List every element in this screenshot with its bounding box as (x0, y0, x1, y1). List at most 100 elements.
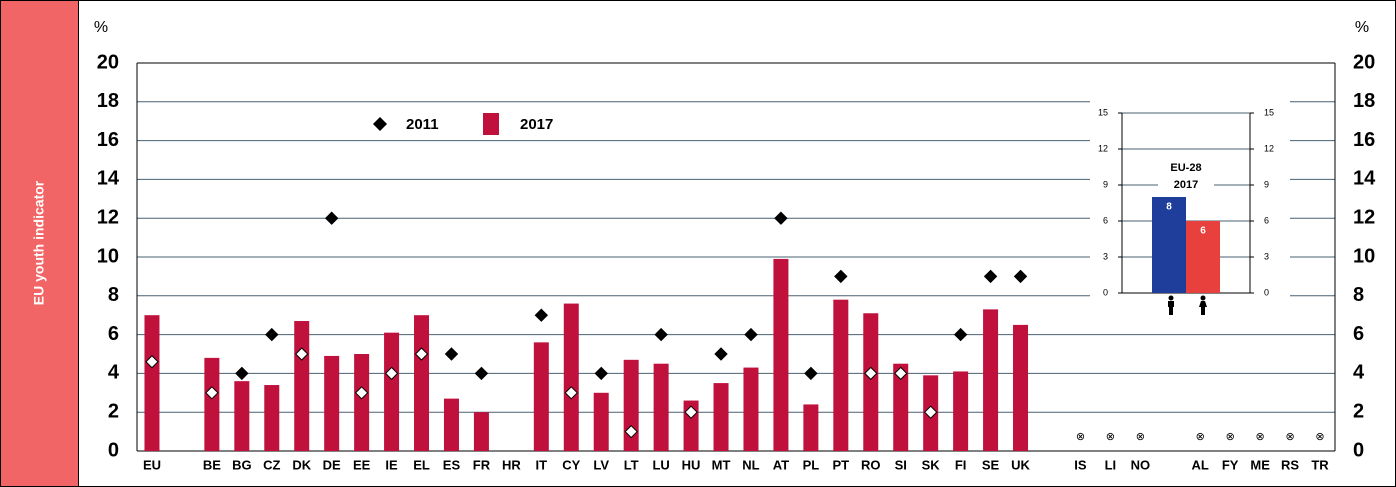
diamond-marker (534, 308, 549, 322)
y2-tick-label: 20 (1353, 51, 1375, 73)
x-tick-label: CY (562, 457, 580, 472)
x-tick-label: EU (143, 457, 161, 472)
missing-marker: ⊗ (1076, 431, 1085, 443)
inset-title: EU-28 (1170, 162, 1201, 174)
x-tick-label: IS (1074, 457, 1087, 472)
bar (443, 398, 459, 451)
diamond-marker (894, 366, 908, 381)
x-tick-label: LU (652, 457, 669, 472)
y-tick-label: 4 (108, 362, 120, 384)
bar (533, 342, 549, 451)
bar (833, 299, 849, 451)
inset-y2-tick-label: 15 (1264, 107, 1274, 117)
y-tick-label: 16 (97, 129, 119, 151)
diamond-marker (444, 347, 459, 361)
bar (773, 258, 789, 451)
diamond-marker (205, 386, 219, 400)
diamond-marker (744, 327, 758, 342)
x-tick-label: DE (323, 457, 341, 472)
x-tick-label: EL (413, 457, 430, 472)
diamond-marker (594, 366, 608, 381)
inset-y2-tick-label: 3 (1264, 251, 1269, 261)
x-tick-label: LT (624, 457, 639, 472)
y2-tick-label: 2 (1353, 400, 1364, 422)
x-tick-label: HU (682, 457, 701, 472)
x-tick-label: RS (1281, 457, 1299, 472)
missing-marker: ⊗ (1136, 431, 1145, 443)
bar (953, 371, 969, 451)
x-tick-label: FI (955, 457, 967, 472)
y-tick-label: 14 (97, 168, 120, 190)
x-tick-label: SI (895, 457, 907, 472)
x-tick-label: CZ (263, 457, 280, 472)
gender-icon (1199, 301, 1207, 307)
legend-marker (373, 117, 387, 131)
y-tick-label: 18 (97, 90, 119, 112)
bar (294, 321, 310, 451)
diamond-marker (295, 347, 309, 361)
bar (234, 381, 250, 451)
diamond-marker (324, 211, 339, 225)
x-tick-label: SE (982, 457, 1000, 472)
bar (473, 412, 489, 451)
diamond-marker (953, 327, 968, 342)
diamond-marker (624, 424, 638, 439)
x-tick-label: EE (353, 457, 371, 472)
x-tick-label: IE (385, 457, 398, 472)
diamond-marker (1013, 269, 1028, 284)
y2-tick-label: 10 (1353, 245, 1375, 267)
y2-tick-label: 0 (1353, 439, 1364, 461)
bar (414, 315, 430, 451)
missing-marker: ⊗ (1285, 431, 1294, 443)
diamond-marker (804, 366, 818, 381)
y-tick-label: 6 (108, 323, 119, 345)
inset-title-bg (1158, 158, 1214, 198)
x-tick-label: TR (1311, 457, 1329, 472)
bar (563, 303, 579, 451)
x-tick-label: BE (203, 457, 221, 472)
y-tick-label: 0 (108, 439, 119, 461)
gender-icon (1201, 307, 1205, 315)
gender-icon (1169, 307, 1173, 315)
missing-marker: ⊗ (1106, 431, 1115, 443)
y2-tick-label: 4 (1353, 362, 1365, 384)
x-tick-label: IT (536, 457, 548, 472)
bar (863, 313, 879, 451)
inset-y2-tick-label: 0 (1264, 287, 1269, 297)
legend-label: 2011 (406, 116, 439, 133)
x-tick-label: MT (712, 457, 731, 472)
y2-tick-label: 18 (1353, 90, 1375, 112)
x-tick-label: ME (1250, 457, 1270, 472)
y2-tick-label: 8 (1353, 284, 1364, 306)
bar (983, 309, 999, 451)
x-tick-label: PL (803, 457, 820, 472)
legend-swatch (483, 113, 499, 135)
inset-y-tick-label: 6 (1103, 215, 1108, 225)
y2-tick-label: 12 (1353, 206, 1375, 228)
x-tick-label: AT (773, 457, 789, 472)
gender-icon (1168, 301, 1174, 307)
x-tick-label: FY (1222, 457, 1239, 472)
gender-icon (1168, 295, 1174, 301)
inset-y-tick-label: 12 (1098, 143, 1108, 153)
diamond-marker (834, 269, 848, 284)
x-tick-label: UK (1011, 457, 1030, 472)
sidebar (0, 0, 79, 487)
y2-tick-label: 16 (1353, 129, 1375, 151)
missing-marker: ⊗ (1196, 431, 1205, 443)
diamond-marker (774, 211, 788, 225)
x-tick-label: DK (292, 457, 311, 472)
bar (653, 363, 669, 451)
inset-bar (1186, 221, 1220, 293)
sidebar-label: EU youth indicator (31, 180, 47, 305)
bar (384, 332, 400, 451)
bar (354, 354, 370, 451)
missing-marker: ⊗ (1256, 431, 1265, 443)
x-tick-label: ES (443, 457, 461, 472)
x-tick-label: NL (742, 457, 759, 472)
bar (324, 355, 340, 451)
x-tick-label: NO (1131, 457, 1151, 472)
y-axis-unit: % (94, 19, 108, 36)
diamond-marker (145, 355, 159, 369)
y-tick-label: 8 (108, 284, 119, 306)
